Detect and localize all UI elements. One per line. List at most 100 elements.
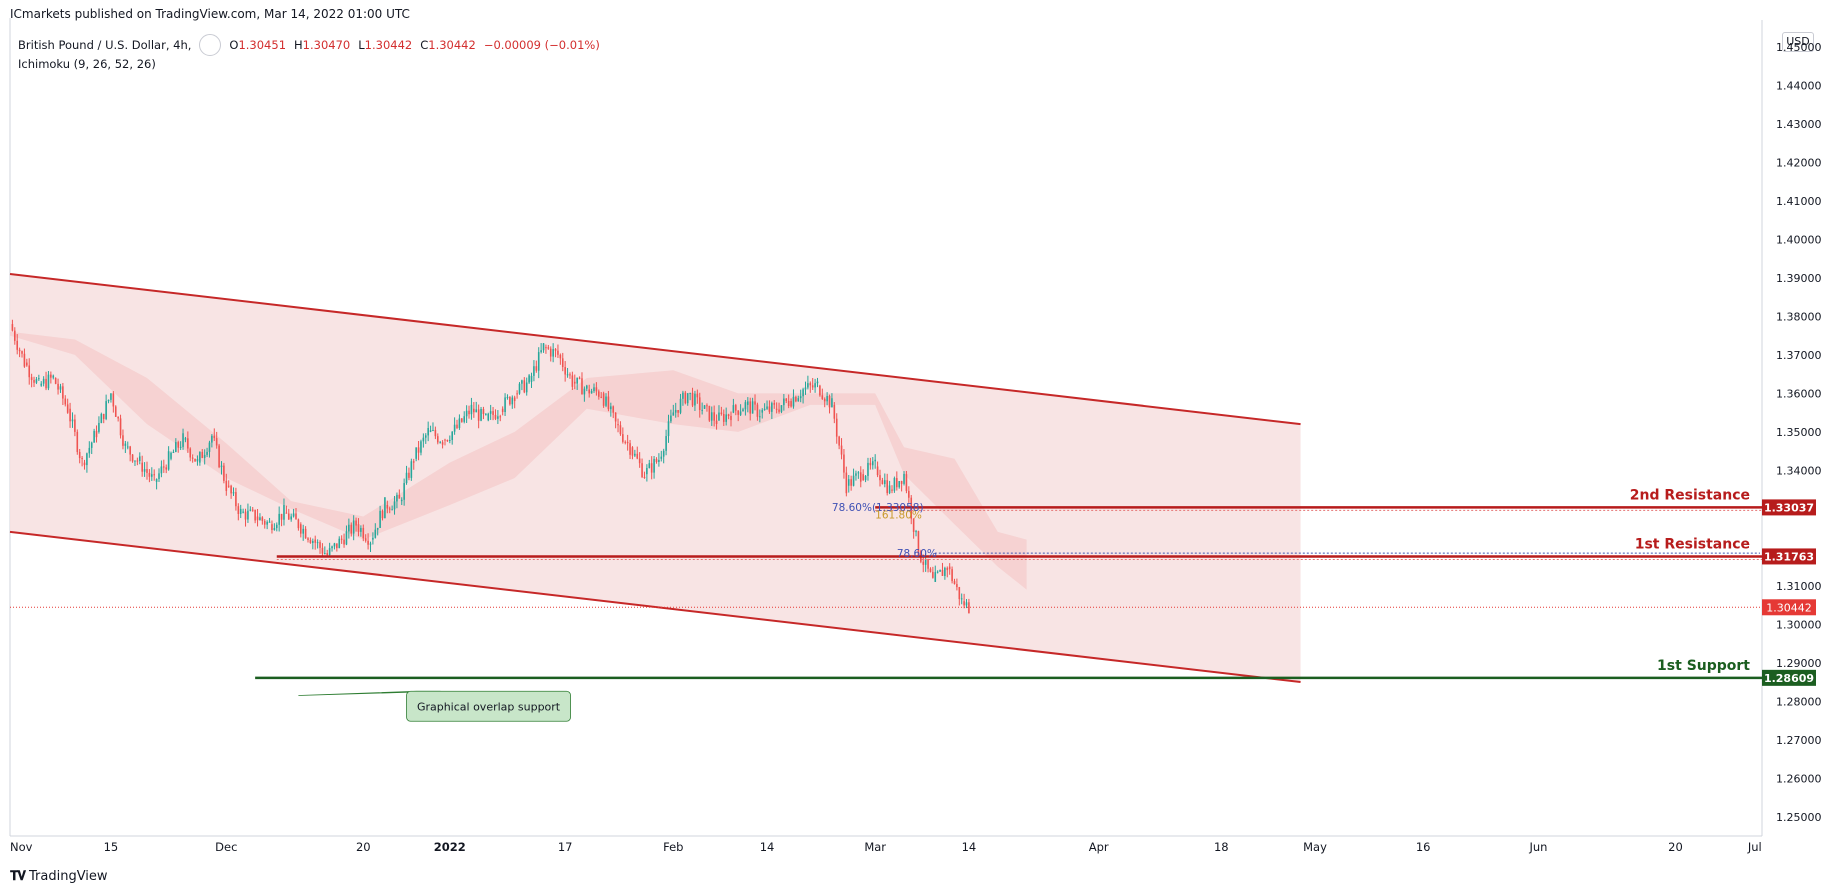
candle-body	[302, 528, 305, 534]
current-price-tag	[1762, 599, 1816, 616]
1st-support-label: 1st Support	[1657, 658, 1750, 674]
candle-body	[386, 504, 389, 509]
candle-body	[88, 447, 91, 454]
candle-body	[590, 390, 593, 394]
candle-body	[480, 409, 482, 421]
candle-body	[691, 392, 694, 406]
candle-body	[69, 408, 71, 422]
candle-body	[915, 531, 917, 533]
candle-body	[946, 567, 949, 571]
candle-body	[756, 404, 759, 417]
candle-body	[883, 480, 886, 485]
candle-body	[734, 405, 737, 411]
candle-body	[129, 446, 131, 455]
candle-body	[148, 472, 151, 477]
indicator-label[interactable]: Ichimoku (9, 26, 52, 26)	[18, 57, 156, 71]
candle-body	[14, 330, 16, 341]
x-tick-label: Feb	[663, 840, 683, 854]
candle-body	[422, 437, 425, 442]
candle-body	[194, 458, 196, 462]
candle-body	[100, 413, 103, 423]
candle-body	[622, 434, 624, 442]
candle-body	[533, 366, 535, 376]
candle-body	[242, 511, 244, 513]
candle-body	[441, 442, 444, 445]
candle-body	[869, 462, 872, 466]
candle-body	[203, 454, 206, 458]
candle-body	[463, 416, 466, 422]
candle-body	[138, 456, 141, 462]
candle-body	[761, 409, 764, 413]
candle-body	[66, 404, 69, 413]
candle-body	[287, 513, 290, 520]
candle-body	[211, 435, 213, 443]
symbol-title[interactable]: British Pound / U.S. Dollar, 4h,	[18, 37, 192, 52]
candle-body	[566, 374, 569, 376]
candle-body	[218, 445, 220, 468]
candle-body	[153, 474, 155, 476]
candle-body	[828, 395, 831, 408]
candle-body	[333, 543, 336, 547]
candle-body	[814, 383, 816, 388]
candle-body	[182, 433, 184, 447]
candle-body	[917, 531, 920, 557]
candle-body	[40, 383, 43, 386]
candle-body	[38, 378, 40, 380]
candle-body	[415, 447, 417, 459]
candle-body	[208, 442, 211, 452]
candle-body	[122, 435, 124, 446]
x-tick-label: Nov	[10, 840, 33, 854]
candle-body	[549, 348, 552, 357]
published-info: ICmarkets published on TradingView.com, …	[10, 7, 410, 21]
candle-body	[230, 485, 232, 494]
fib-label: 161.80%	[875, 510, 922, 522]
candle-body	[658, 459, 660, 462]
candle-body	[165, 467, 168, 470]
candle-body	[473, 408, 475, 413]
candle-body	[540, 350, 542, 353]
candle-body	[537, 352, 540, 371]
candle-body	[944, 567, 946, 576]
candle-body	[158, 473, 160, 479]
candle-body	[809, 383, 812, 386]
y-tick-label: 1.42000	[1776, 156, 1822, 169]
candle-body	[328, 548, 331, 556]
candle-body	[600, 396, 603, 398]
candle-body	[557, 350, 559, 355]
y-tick-label: 1.38000	[1776, 310, 1822, 323]
1st-resistance-label: 1st Resistance	[1635, 536, 1750, 552]
candle-body	[682, 392, 684, 399]
candle-body	[737, 410, 739, 415]
tradingview-logo[interactable]: 𝐓𝐕 TradingView	[10, 869, 108, 884]
candle-body	[900, 481, 903, 484]
candle-body	[559, 354, 562, 359]
fib-label: 78.60%	[897, 548, 937, 560]
candle-body	[134, 460, 136, 462]
candle-body	[585, 385, 588, 389]
candle-body	[485, 413, 487, 415]
candle-body	[710, 412, 713, 421]
candle-body	[146, 469, 148, 473]
currency-button[interactable]: USD	[1782, 32, 1814, 52]
candle-body	[607, 396, 610, 410]
candle-body	[768, 406, 771, 412]
candle-body	[251, 509, 254, 511]
candle-body	[35, 379, 38, 383]
candle-body	[321, 547, 324, 554]
market-status-icon[interactable]	[199, 34, 222, 56]
candle-body	[352, 520, 355, 534]
candle-body	[319, 542, 321, 548]
candle-body	[102, 413, 105, 420]
candle-body	[602, 393, 605, 406]
candle-body	[494, 414, 497, 419]
candle-body	[513, 397, 516, 402]
2nd-resistance-label: 2nd Resistance	[1630, 487, 1750, 503]
candle-body	[492, 411, 494, 415]
candle-body	[648, 463, 651, 468]
candle-body	[908, 490, 910, 498]
candle-body	[903, 473, 905, 484]
candle-body	[184, 438, 187, 440]
candle-body	[792, 396, 795, 407]
candle-body	[701, 409, 703, 411]
